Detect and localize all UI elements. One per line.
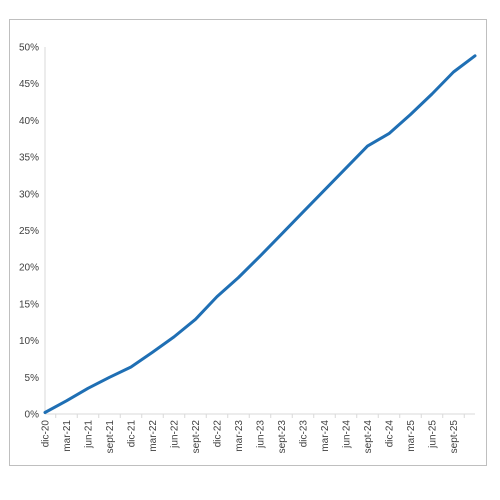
x-tick-label: sept-21 bbox=[105, 420, 116, 454]
x-tick-label: jun-25 bbox=[428, 420, 439, 449]
x-tick-label: jun-22 bbox=[170, 420, 181, 449]
x-tick-label: jun-24 bbox=[342, 420, 353, 449]
y-axis: 0% 5% 10% 15% 20% 25% 30% 35% 40% 45% 50% bbox=[19, 43, 46, 421]
x-tick-label: jun-23 bbox=[256, 420, 267, 449]
series-line bbox=[43, 54, 477, 414]
y-tick-label: 40% bbox=[19, 116, 39, 127]
x-tick-label: dic-24 bbox=[385, 420, 396, 448]
y-tick-label: 45% bbox=[19, 79, 39, 90]
x-tick-label: dic-22 bbox=[213, 420, 224, 448]
x-tick-label: dic-21 bbox=[127, 420, 138, 448]
x-tick-label: sept-22 bbox=[191, 420, 202, 454]
x-tick-label: dic-20 bbox=[41, 420, 52, 448]
series-group bbox=[43, 54, 477, 414]
y-tick-label: 30% bbox=[19, 189, 39, 200]
chart-frame: 0% 5% 10% 15% 20% 25% 30% 35% 40% 45% 50% dic-20 ma… bbox=[9, 19, 487, 466]
y-tick-label: 25% bbox=[19, 226, 39, 237]
x-tick-label: jun-21 bbox=[84, 420, 95, 449]
x-axis: dic-20 mar-21 jun-21 sept-21 dic-21 mar-22 jun… bbox=[41, 413, 475, 454]
x-tick-label: mar-23 bbox=[234, 420, 245, 452]
y-tick-label: 5% bbox=[25, 373, 40, 384]
x-tick-label: sept-24 bbox=[363, 420, 374, 454]
y-tick-label: 0% bbox=[25, 410, 40, 421]
y-tick-label: 35% bbox=[19, 153, 39, 164]
x-tick-label: dic-23 bbox=[299, 420, 310, 448]
line-chart: 0% 5% 10% 15% 20% 25% 30% 35% 40% 45% 50% dic-20 ma… bbox=[19, 43, 477, 454]
x-tick-label: mar-22 bbox=[148, 420, 159, 452]
y-tick-label: 10% bbox=[19, 336, 39, 347]
x-tick-label: sept-23 bbox=[277, 420, 288, 454]
x-tick-label: sept-25 bbox=[449, 420, 460, 454]
x-tick-label: mar-25 bbox=[406, 420, 417, 452]
x-tick-label: mar-24 bbox=[320, 420, 331, 452]
y-tick-label: 15% bbox=[19, 299, 39, 310]
y-tick-label: 20% bbox=[19, 263, 39, 274]
x-tick-label: mar-21 bbox=[62, 420, 73, 452]
y-tick-label: 50% bbox=[19, 43, 39, 54]
